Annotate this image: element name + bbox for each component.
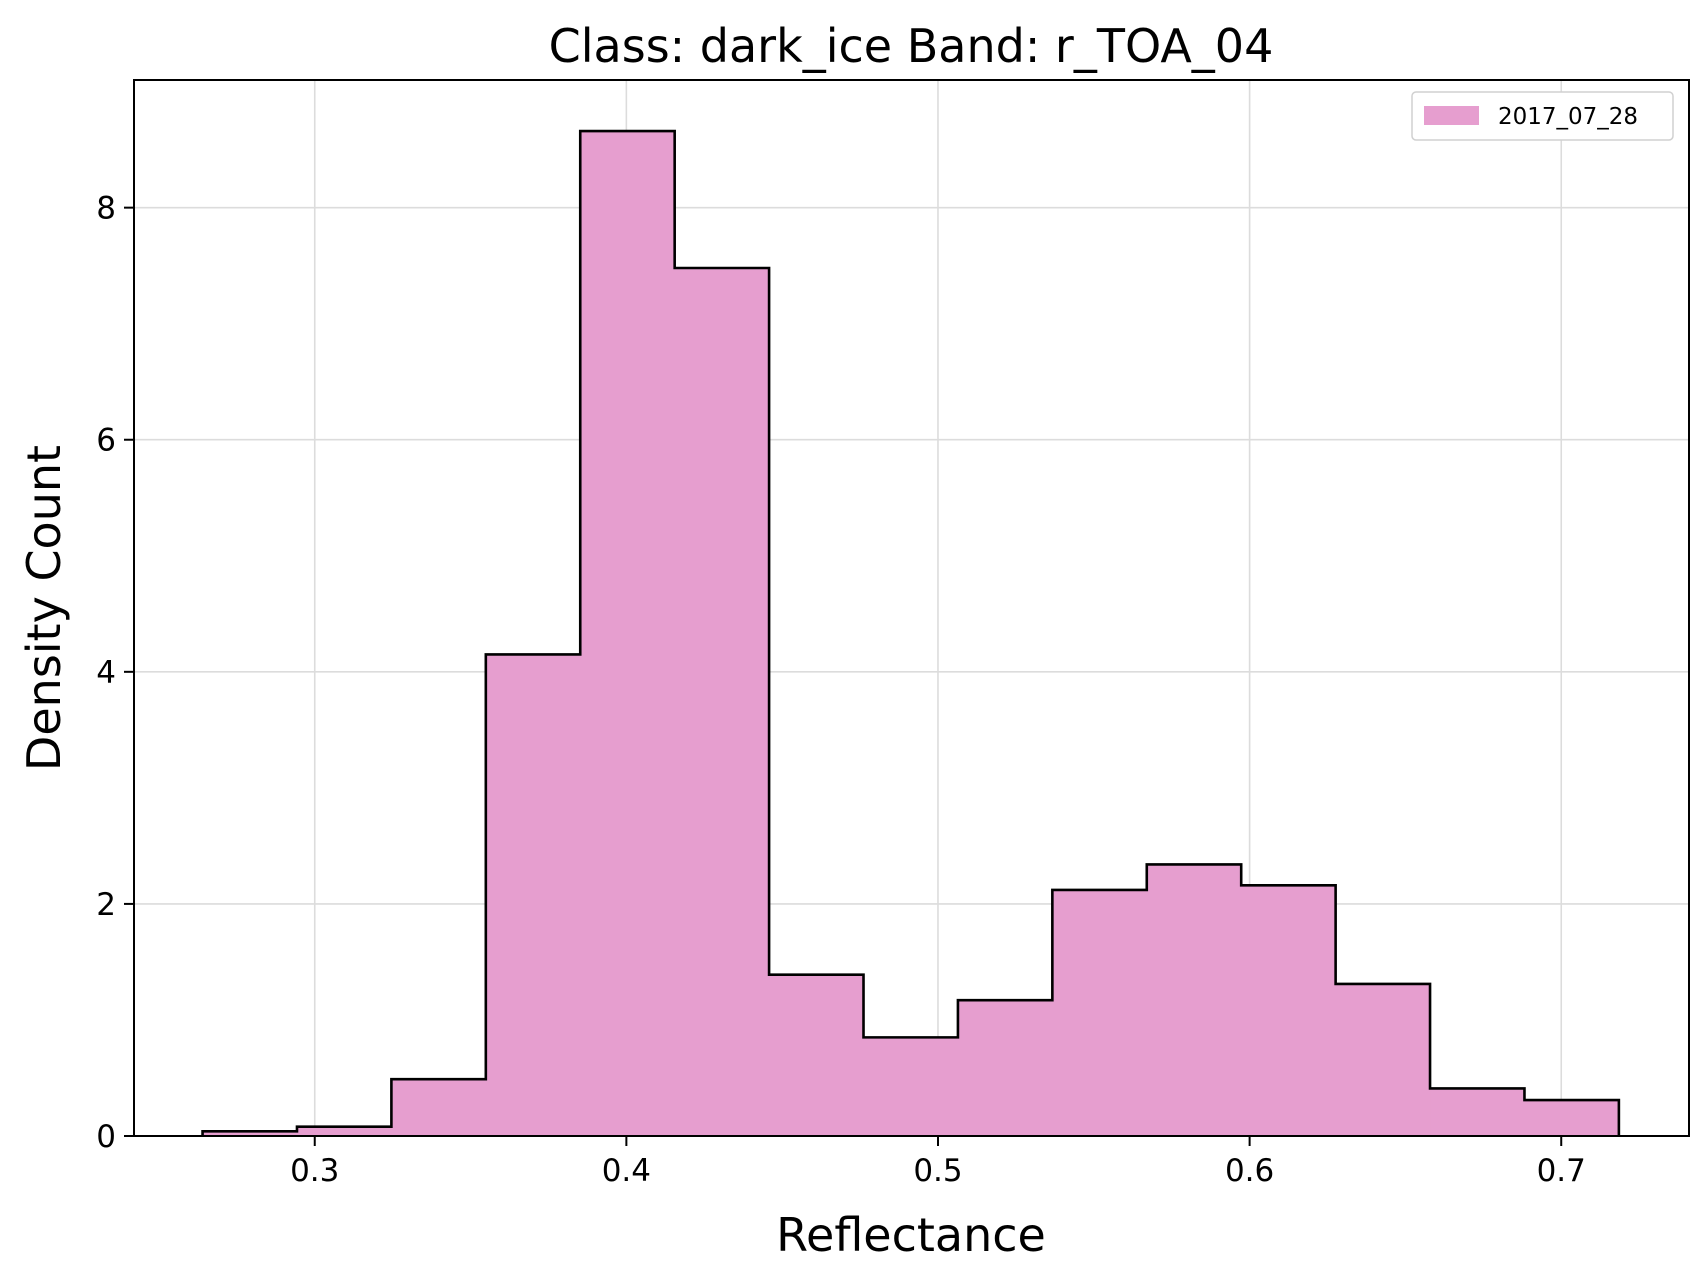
x-tick-label: 0.4 — [602, 1153, 651, 1189]
y-tick-label: 0 — [96, 1119, 116, 1155]
histogram-step-outline — [201, 129, 1621, 1136]
y-tick-label: 6 — [96, 423, 116, 459]
histogram-bar — [957, 1000, 1053, 1136]
y-axis-title: Density Count — [17, 445, 71, 771]
histogram-bar — [1430, 1088, 1526, 1136]
axis-ticks: 0.3 0.4 0.5 0.6 0.7 0 2 4 6 8 — [96, 191, 1586, 1189]
plot-area-frame — [133, 79, 1690, 1137]
histogram-bar — [1052, 889, 1148, 1136]
histogram-bar — [202, 1131, 298, 1136]
x-axis-title: Reflectance — [776, 1208, 1046, 1262]
histogram-bar — [863, 1037, 959, 1136]
x-tick-label: 0.3 — [290, 1153, 339, 1189]
y-tick-label: 2 — [96, 887, 116, 923]
histogram-bar — [296, 1126, 393, 1136]
histogram-bar — [1146, 864, 1242, 1136]
histogram-bar — [580, 131, 676, 1137]
y-tick-label: 4 — [96, 655, 116, 691]
histogram-bar — [1335, 983, 1431, 1136]
chart-title: Class: dark_ice Band: r_TOA_04 — [549, 19, 1274, 73]
legend-swatch — [1424, 106, 1479, 125]
x-tick-label: 0.5 — [913, 1153, 962, 1189]
histogram-bars — [202, 131, 1620, 1137]
histogram-bar — [485, 654, 581, 1136]
histogram-bar — [391, 1079, 487, 1136]
legend-frame — [1411, 91, 1674, 141]
histogram-bar — [1241, 885, 1337, 1136]
y-tick-label: 8 — [96, 191, 116, 227]
histogram-bar — [769, 974, 865, 1136]
histogram-bar — [674, 267, 770, 1136]
legend: 2017_07_28 — [1411, 91, 1674, 141]
legend-label: 2017_07_28 — [1498, 104, 1638, 130]
histogram-bar — [1524, 1100, 1620, 1136]
x-tick-label: 0.7 — [1537, 1153, 1586, 1189]
x-tick-label: 0.6 — [1225, 1153, 1274, 1189]
